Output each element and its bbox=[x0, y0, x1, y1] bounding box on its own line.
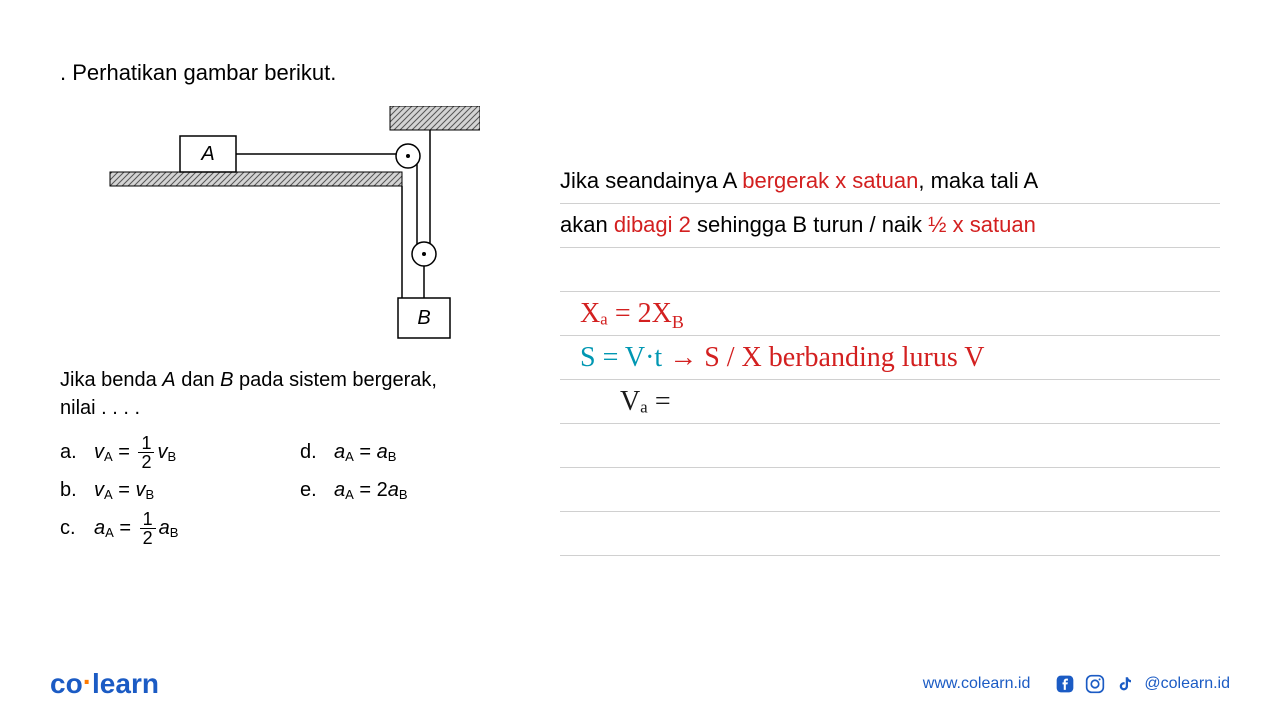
option-e: e. aA = 2aB bbox=[300, 479, 500, 502]
explanation-panel: Jika seandainya A bergerak x satuan, mak… bbox=[560, 60, 1220, 556]
instagram-icon bbox=[1084, 673, 1106, 695]
footer-right: www.colearn.id @colearn.id bbox=[923, 673, 1230, 695]
logo: co·learn bbox=[50, 668, 159, 700]
diagram-svg: A B bbox=[100, 106, 480, 356]
explanation-line-blank-1 bbox=[560, 248, 1220, 292]
footer-handle: @colearn.id bbox=[1144, 675, 1230, 693]
label-A: A bbox=[200, 143, 214, 165]
option-d: d. aA = aB bbox=[300, 434, 500, 471]
instruction-text: . Perhatikan gambar berikut. bbox=[60, 60, 520, 86]
explanation-work-2: S = V·t → S / X berbanding lurus V bbox=[560, 336, 1220, 380]
explanation-line-blank-2 bbox=[560, 424, 1220, 468]
option-a: a. vA = 12 vB bbox=[60, 434, 300, 471]
problem-panel: . Perhatikan gambar berikut. A bbox=[60, 60, 520, 556]
label-B: B bbox=[417, 307, 430, 329]
facebook-icon bbox=[1054, 673, 1076, 695]
explanation-line-2: akan dibagi 2 sehingga B turun / naik ½ … bbox=[560, 204, 1220, 248]
footer: co·learn www.colearn.id @colearn.id bbox=[0, 668, 1280, 700]
option-b: b. vA = vB bbox=[60, 479, 300, 502]
explanation-line-1: Jika seandainya A bergerak x satuan, mak… bbox=[560, 160, 1220, 204]
question-text: Jika benda A dan B pada sistem bergerak,… bbox=[60, 366, 520, 422]
explanation-line-blank-4 bbox=[560, 512, 1220, 556]
explanation-work-1: Xₐ = 2XB bbox=[560, 292, 1220, 336]
tiktok-icon bbox=[1114, 673, 1136, 695]
logo-dot-icon: · bbox=[83, 666, 92, 697]
explanation-line-blank-3 bbox=[560, 468, 1220, 512]
options-grid: a. vA = 12 vB d. aA = aB b. bbox=[60, 434, 520, 547]
pulley-diagram: A B bbox=[100, 106, 480, 356]
explanation-work-3: Vₐ = bbox=[560, 380, 1220, 424]
footer-url: www.colearn.id bbox=[923, 675, 1031, 693]
option-c: c. aA = 12 aB bbox=[60, 510, 300, 547]
